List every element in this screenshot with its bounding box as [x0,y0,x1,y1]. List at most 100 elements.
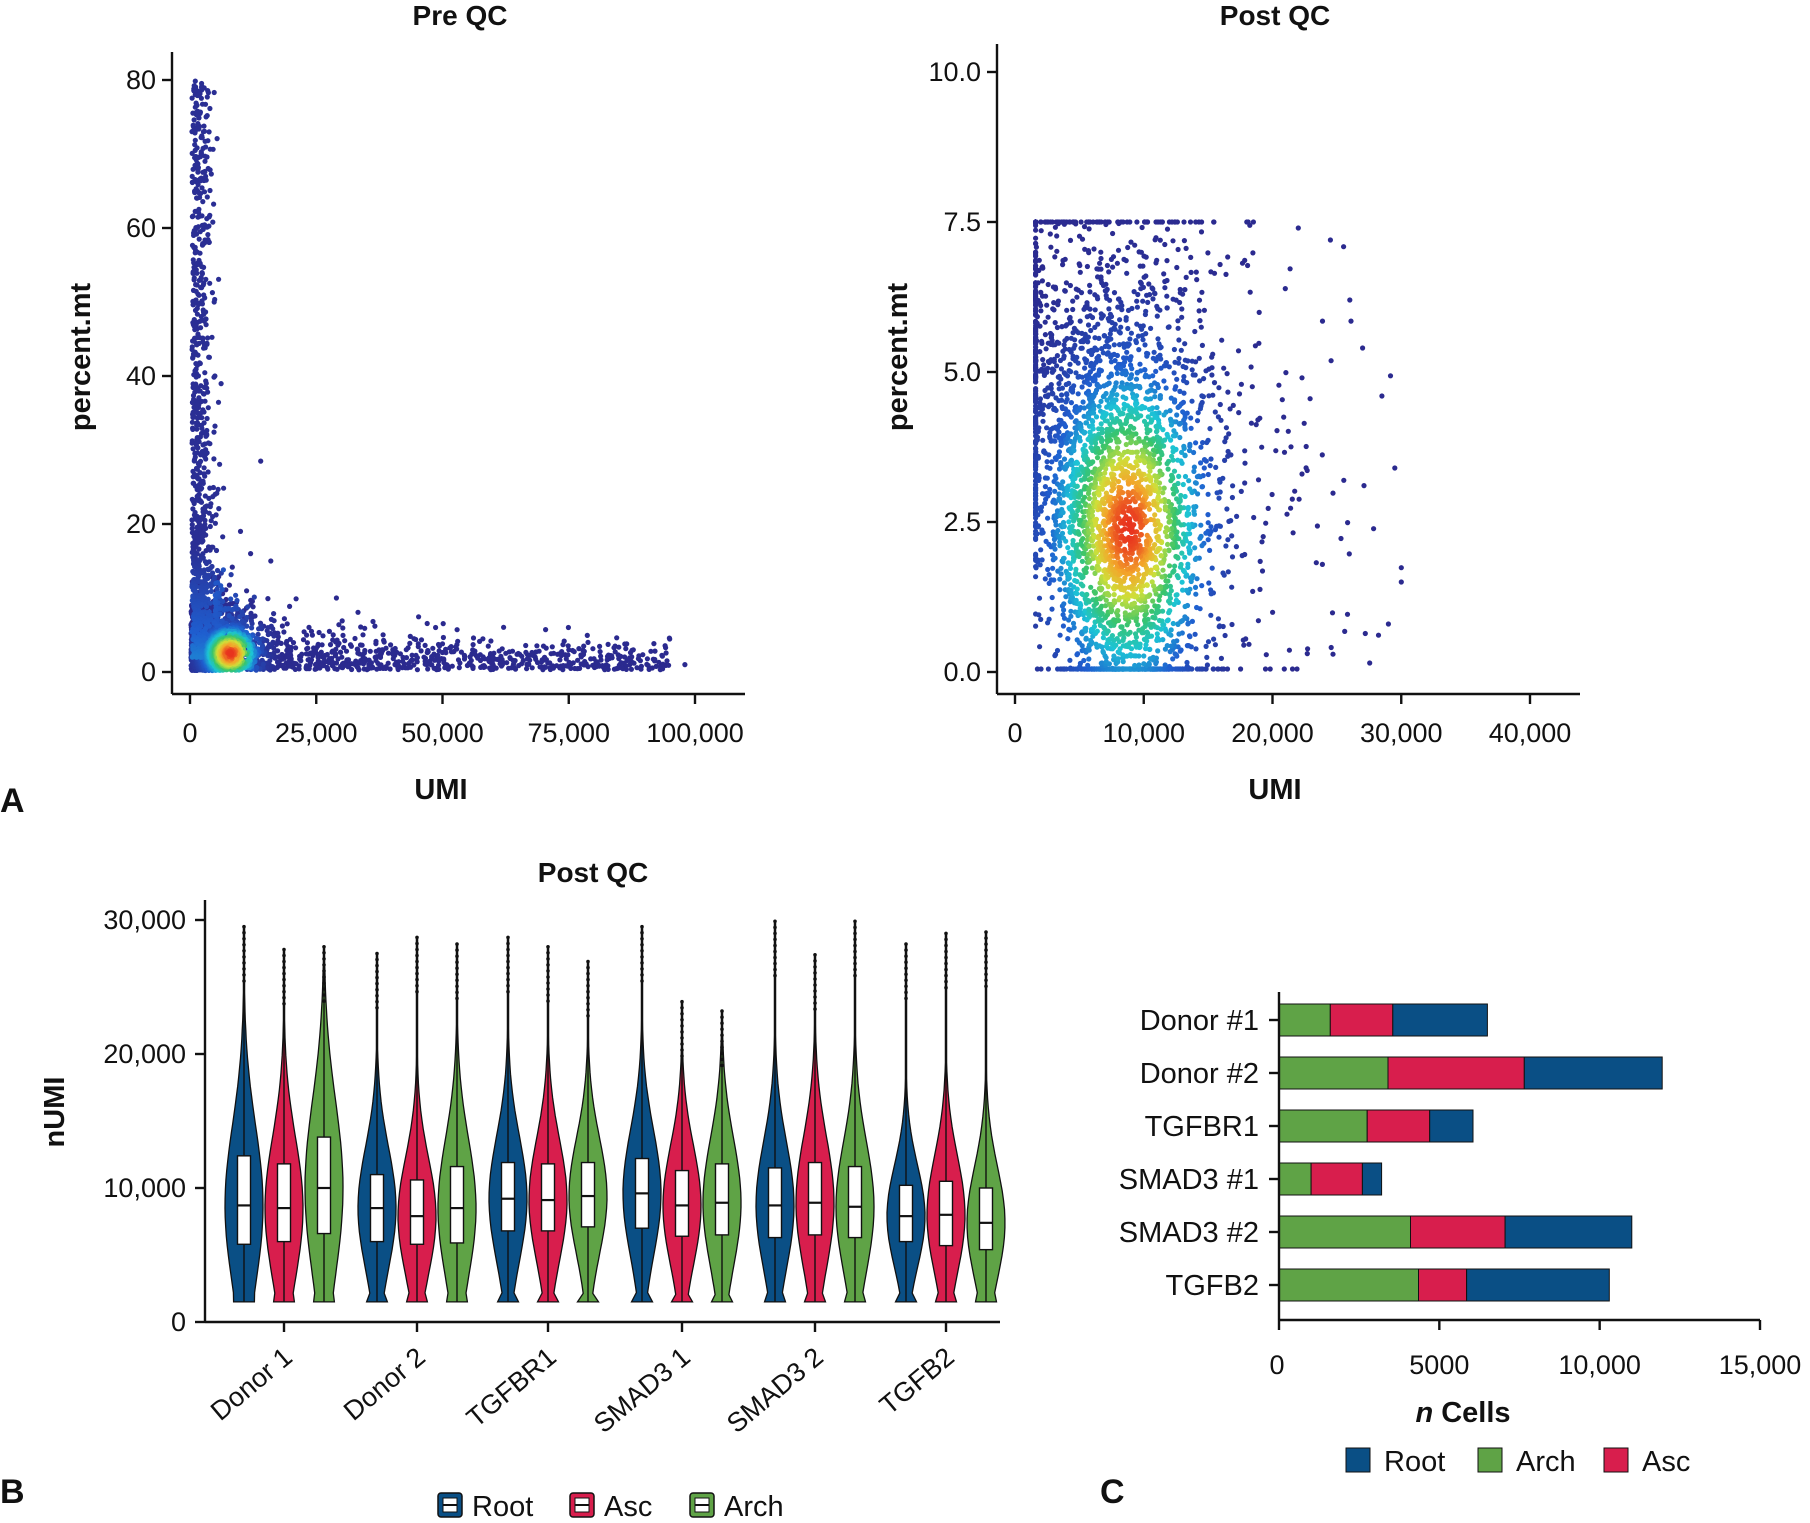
pre-qc-point [565,652,571,658]
pre-qc-point [196,546,202,552]
post-qc-point [1068,319,1074,325]
post-qc-point [1211,380,1218,386]
pre-qc-point [202,521,208,527]
post-qc-point [1139,224,1145,231]
post-qc-point [1098,315,1105,321]
post-qc-point [1217,261,1223,268]
pre-qc-point [366,657,372,663]
pre-qc-point [511,659,517,665]
pre-qc-y-tick-label: 0 [141,657,156,687]
post-qc-point [1161,378,1167,384]
pre-qc-point [211,429,217,435]
pre-qc-point [190,122,196,128]
pre-qc-point [324,651,330,658]
pre-qc-point [206,510,212,516]
pre-qc-point [194,524,200,531]
pre-qc-point [436,666,442,672]
post-qc-point [1153,368,1159,374]
post-qc-point [1051,307,1057,313]
post-qc-point [1178,347,1184,353]
post-qc-point [1263,520,1269,526]
pre-qc-point [201,240,208,246]
post-qc-point [1161,271,1167,277]
post-qc-point [1040,418,1046,424]
pre-qc-point [539,664,546,670]
post-qc-point [1081,657,1087,664]
post-qc-point [1170,296,1176,302]
post-qc-point [1152,291,1158,297]
pre-qc-point [414,667,420,673]
pre-qc-point [581,643,587,649]
pre-qc-point [628,666,635,672]
post-qc-point [1081,224,1088,230]
pre-qc-point [207,105,213,112]
post-qc-point [1078,219,1084,225]
post-qc-point [1144,353,1150,359]
post-qc-point [1241,642,1247,648]
post-qc-point [1092,324,1098,330]
pre-qc-point [249,621,255,627]
post-qc-point [1205,537,1211,543]
post-qc-point [1162,285,1168,291]
pre-qc-point [228,596,234,602]
post-qc-point [1060,262,1066,268]
post-qc-point [1054,233,1060,239]
pre-qc-point [192,142,198,148]
pre-qc-point [244,614,250,621]
post-qc-point [1141,274,1147,280]
post-qc-point [1116,220,1122,227]
post-qc-point [1177,388,1183,394]
pre-qc-point [489,660,495,667]
pre-qc-point [414,659,420,665]
post-qc-point [1223,543,1229,549]
pre-qc-point [207,187,213,194]
post-qc-point [1087,282,1093,288]
post-qc-point [1045,314,1051,320]
pre-qc-point [649,665,655,671]
post-qc-point [1164,258,1170,264]
post-qc-point [1121,344,1127,350]
post-qc-point [1236,391,1243,397]
pre-qc-point [212,592,218,598]
pre-qc-point [202,345,208,351]
pre-qc-point [275,659,281,665]
pre-qc-point [543,627,549,633]
pre-qc-point [332,666,338,672]
post-qc-point [1092,307,1098,313]
post-qc-point [1196,297,1203,303]
pre-qc-point [201,292,207,298]
post-qc-point [1180,409,1186,415]
pre-qc-point [245,604,251,610]
pre-qc-xlabel: UMI [414,774,467,806]
pre-qc-point [194,262,200,268]
post-qc-point [1070,298,1076,304]
post-qc-point [1301,420,1307,426]
post-qc-point [1035,455,1041,461]
pre-qc-point [271,633,277,639]
post-qc-point [1083,360,1089,366]
post-qc-point [1049,594,1055,601]
post-qc-point [1341,244,1347,250]
post-qc-point [1230,483,1236,489]
pre-qc-point [561,638,567,644]
post-qc-point [1055,302,1061,308]
post-qc-point [1041,362,1047,368]
post-qc-point [1215,414,1221,420]
pre-qc-point [192,137,198,143]
pre-qc-point [195,121,201,127]
post-qc-point [1242,460,1248,466]
post-qc-point [1111,290,1118,296]
pre-qc-point [193,100,199,106]
post-qc-point [1204,654,1210,661]
pre-qc-point [304,632,310,638]
post-qc-point [1079,345,1085,351]
post-qc-point [1247,289,1253,295]
pre-qc-point [326,628,332,635]
pre-qc-point [189,517,195,523]
post-qc-point [1197,378,1203,384]
pre-qc-point [494,656,500,663]
pre-qc-point [212,296,218,303]
post-qc-point [1203,368,1209,374]
pre-qc-outlier-point [333,595,339,601]
pre-qc-point [201,85,207,91]
